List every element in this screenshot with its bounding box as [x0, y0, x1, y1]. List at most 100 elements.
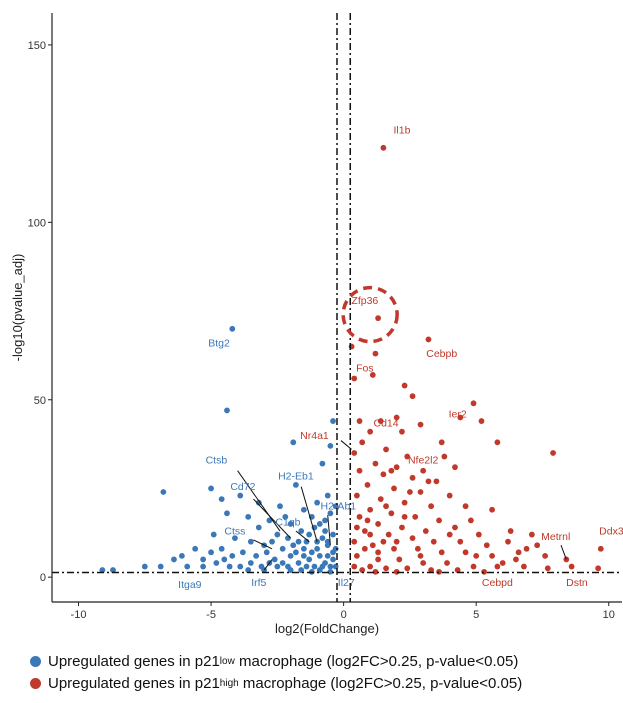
point-high	[420, 560, 427, 566]
point-low	[290, 439, 297, 446]
point-low	[200, 556, 207, 563]
point-low	[330, 531, 336, 538]
point-high	[377, 496, 384, 503]
point-low	[192, 545, 199, 552]
gene-label: Dstn	[566, 577, 588, 589]
gene-label: Nfe2l2	[408, 455, 439, 467]
gene-label: Cd72	[230, 481, 255, 493]
point-high	[446, 492, 453, 499]
point-low	[184, 563, 191, 570]
gene-label: H2-Eb1	[278, 471, 314, 483]
point-low	[287, 567, 294, 573]
point-high	[417, 489, 424, 495]
point-low	[245, 513, 252, 520]
point-high	[473, 552, 480, 559]
label-connector	[327, 515, 331, 546]
point-high	[351, 563, 358, 570]
point-low	[255, 499, 262, 506]
gene-label: Irf5	[251, 577, 266, 589]
point-low	[221, 556, 228, 563]
volcano-plot: -10 -5 0 5 10050100150log2(FoldChange)-log10…	[10, 13, 623, 636]
point-high	[401, 513, 408, 520]
point-high	[396, 556, 403, 563]
point-high	[436, 517, 442, 524]
point-low	[287, 552, 294, 559]
point-low	[141, 563, 148, 570]
point-low	[277, 503, 283, 510]
point-low	[237, 563, 244, 570]
point-low	[300, 552, 307, 559]
highlight-circle	[341, 285, 399, 344]
point-high	[425, 478, 432, 485]
point-low	[330, 556, 336, 563]
point-high	[351, 538, 358, 545]
gene-label: Ddx3y	[599, 526, 623, 538]
point-high	[388, 510, 395, 517]
point-high	[428, 567, 435, 573]
point-high	[367, 506, 374, 513]
x-tick-label: 0	[341, 609, 347, 621]
point-low	[274, 563, 281, 570]
y-tick-label: 0	[40, 572, 46, 584]
gene-label: Ier2	[449, 408, 467, 420]
point-low	[316, 567, 323, 573]
point-high	[441, 453, 448, 460]
point-high	[356, 467, 363, 474]
point-high	[430, 538, 437, 545]
point-low	[245, 567, 252, 573]
point-high	[452, 524, 458, 531]
point-low	[269, 538, 275, 545]
point-low	[171, 556, 177, 563]
point-high	[454, 567, 461, 573]
point-low	[229, 552, 236, 559]
point-low	[110, 567, 116, 573]
point-high	[404, 565, 411, 572]
label-connector	[263, 559, 273, 571]
point-low	[232, 535, 238, 542]
point-high	[356, 513, 363, 520]
point-low	[279, 545, 286, 552]
point-high	[409, 393, 416, 400]
point-low	[316, 552, 323, 559]
point-high	[353, 552, 360, 559]
point-low	[298, 567, 305, 573]
point-high	[425, 336, 432, 343]
point-high	[351, 375, 358, 382]
point-high	[414, 545, 421, 552]
point-high	[391, 545, 397, 552]
point-high	[364, 517, 371, 524]
point-high	[505, 538, 511, 545]
point-low	[308, 549, 315, 556]
point-high	[351, 450, 358, 456]
gene-label: Zfp36	[351, 295, 378, 307]
point-low	[314, 545, 321, 552]
point-high	[542, 552, 549, 559]
point-high	[467, 517, 474, 524]
gene-label: Nr4a1	[300, 430, 329, 442]
gene-label: Metrnl	[541, 531, 570, 543]
point-high	[375, 521, 381, 527]
gene-label: Ctsb	[206, 455, 228, 467]
x-tick-label: 10	[603, 609, 615, 621]
point-high	[385, 531, 392, 538]
point-low	[99, 567, 106, 573]
point-low	[157, 563, 164, 570]
point-high	[375, 549, 381, 556]
point-high	[597, 545, 604, 552]
point-high	[353, 524, 360, 531]
point-low	[208, 549, 214, 556]
point-high	[361, 528, 368, 534]
gene-label: Cd14	[373, 417, 398, 429]
point-low	[319, 460, 326, 467]
point-low	[319, 535, 326, 542]
point-low	[314, 499, 321, 506]
legend: Upregulated genes in p21low macrophage (…	[30, 650, 522, 694]
label-connector	[237, 470, 281, 532]
point-low	[295, 538, 302, 545]
point-high	[401, 499, 408, 506]
point-high	[383, 503, 389, 510]
point-high	[407, 489, 413, 495]
point-high	[356, 418, 363, 424]
point-low	[247, 538, 254, 545]
point-low	[200, 563, 207, 570]
